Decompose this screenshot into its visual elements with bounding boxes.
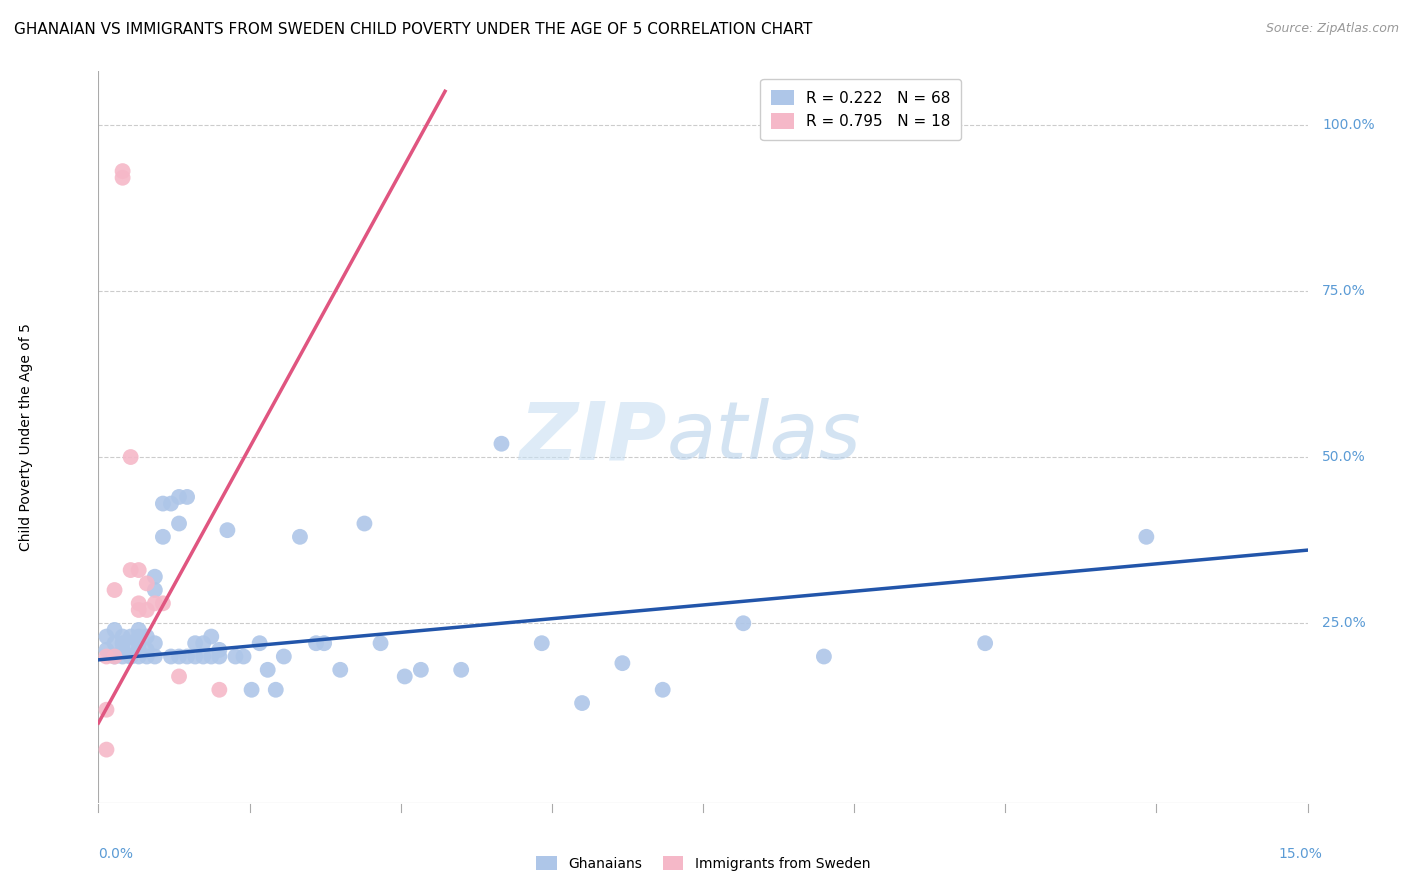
Point [571, 696, 593, 710]
Point [128, 623, 150, 637]
Point [143, 570, 166, 584]
Point [103, 649, 125, 664]
Point [651, 682, 673, 697]
Point [128, 603, 150, 617]
Point [111, 630, 134, 644]
Point [200, 649, 222, 664]
Text: GHANAIAN VS IMMIGRANTS FROM SWEDEN CHILD POVERTY UNDER THE AGE OF 5 CORRELATION : GHANAIAN VS IMMIGRANTS FROM SWEDEN CHILD… [14, 22, 813, 37]
Point [120, 636, 142, 650]
Point [409, 663, 432, 677]
Point [96, 649, 118, 664]
Point [96, 703, 118, 717]
Legend: Ghanaians, Immigrants from Sweden: Ghanaians, Immigrants from Sweden [530, 850, 876, 876]
Point [224, 649, 246, 664]
Point [176, 490, 198, 504]
Text: Source: ZipAtlas.com: Source: ZipAtlas.com [1265, 22, 1399, 36]
Point [167, 490, 190, 504]
Point [288, 530, 311, 544]
Point [208, 682, 231, 697]
Point [273, 649, 295, 664]
Point [329, 663, 352, 677]
Point [135, 643, 157, 657]
Text: ZIP: ZIP [519, 398, 666, 476]
Point [120, 649, 142, 664]
Point [176, 649, 198, 664]
Point [135, 603, 157, 617]
Point [120, 649, 142, 664]
Point [103, 649, 125, 664]
Point [394, 669, 416, 683]
Point [143, 636, 166, 650]
Point [264, 682, 287, 697]
Point [370, 636, 392, 650]
Point [184, 649, 207, 664]
Point [152, 530, 174, 544]
Point [167, 669, 190, 683]
Text: 25.0%: 25.0% [1322, 616, 1365, 631]
Point [612, 656, 634, 670]
Point [450, 663, 472, 677]
Point [160, 649, 183, 664]
Point [96, 742, 118, 756]
Point [305, 636, 328, 650]
Point [143, 582, 166, 597]
Point [96, 630, 118, 644]
Point [200, 630, 222, 644]
Point [128, 596, 150, 610]
Point [249, 636, 271, 650]
Text: 15.0%: 15.0% [1278, 847, 1322, 861]
Point [96, 643, 118, 657]
Point [143, 596, 166, 610]
Point [208, 649, 231, 664]
Point [103, 623, 125, 637]
Point [193, 636, 215, 650]
Point [184, 636, 207, 650]
Point [111, 164, 134, 178]
Point [256, 663, 278, 677]
Point [167, 649, 190, 664]
Point [135, 649, 157, 664]
Text: 0.0%: 0.0% [98, 847, 134, 861]
Point [232, 649, 254, 664]
Point [128, 630, 150, 644]
Point [111, 170, 134, 185]
Point [128, 563, 150, 577]
Point [217, 523, 239, 537]
Point [128, 643, 150, 657]
Point [143, 649, 166, 664]
Point [152, 596, 174, 610]
Point [193, 649, 215, 664]
Point [120, 450, 142, 464]
Point [120, 563, 142, 577]
Point [314, 636, 336, 650]
Text: Child Poverty Under the Age of 5: Child Poverty Under the Age of 5 [18, 323, 32, 551]
Point [135, 576, 157, 591]
Point [152, 497, 174, 511]
Point [111, 643, 134, 657]
Point [160, 497, 183, 511]
Point [208, 643, 231, 657]
Text: 50.0%: 50.0% [1322, 450, 1365, 464]
Point [813, 649, 835, 664]
Point [167, 516, 190, 531]
Point [1135, 530, 1157, 544]
Point [530, 636, 553, 650]
Text: 100.0%: 100.0% [1322, 118, 1375, 131]
Point [974, 636, 997, 650]
Point [111, 636, 134, 650]
Point [135, 630, 157, 644]
Point [128, 636, 150, 650]
Point [120, 630, 142, 644]
Point [103, 582, 125, 597]
Point [240, 682, 263, 697]
Point [103, 636, 125, 650]
Text: 75.0%: 75.0% [1322, 284, 1365, 298]
Text: atlas: atlas [666, 398, 862, 476]
Point [491, 436, 513, 450]
Point [733, 616, 755, 631]
Legend: R = 0.222   N = 68, R = 0.795   N = 18: R = 0.222 N = 68, R = 0.795 N = 18 [761, 79, 962, 140]
Point [111, 649, 134, 664]
Point [128, 649, 150, 664]
Point [353, 516, 375, 531]
